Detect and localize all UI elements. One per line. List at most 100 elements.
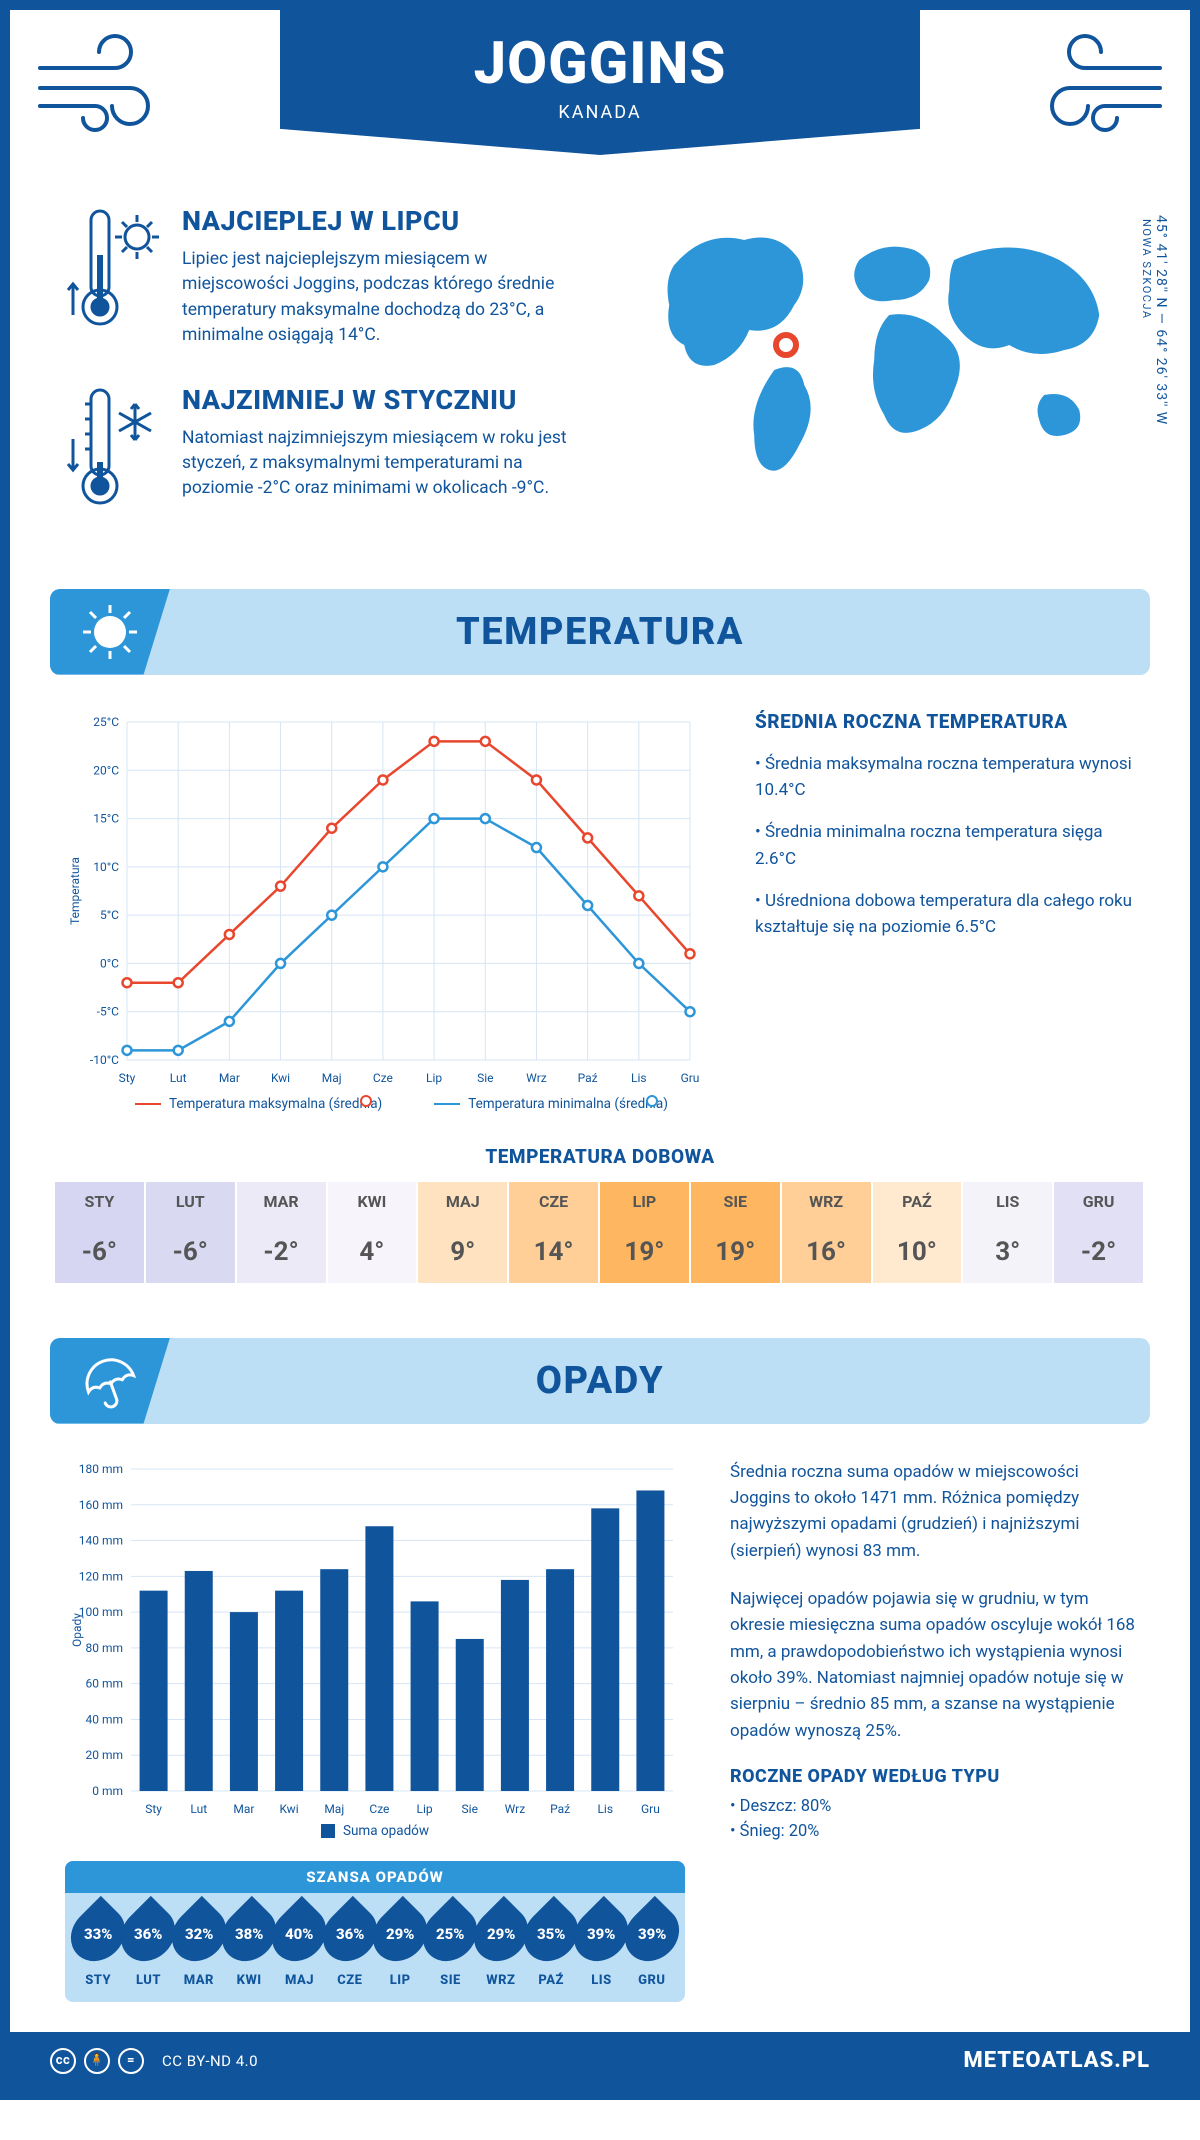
precip-type-bullet: Śnieg: 20% (730, 1822, 1135, 1841)
svg-text:Lis: Lis (597, 1802, 613, 1816)
month-value: -2° (237, 1221, 328, 1283)
svg-text:Sty: Sty (145, 1802, 162, 1816)
svg-text:Gru: Gru (641, 1802, 660, 1816)
drop-month: KWI (224, 1973, 274, 1988)
avg-temp-bullet: • Uśredniona dobowa temperatura dla całe… (755, 888, 1135, 941)
month-value: -6° (55, 1221, 146, 1283)
month-value: 19° (691, 1221, 782, 1283)
svg-text:Kwi: Kwi (280, 1802, 299, 1816)
svg-text:5°C: 5°C (100, 908, 119, 922)
svg-text:Cze: Cze (369, 1802, 389, 1816)
cc-icon: cc (50, 2048, 76, 2074)
fact-warm-title: NAJCIEPLEJ W LIPCU (182, 205, 593, 237)
month-header: PAŹ (873, 1182, 964, 1221)
month-header: SIE (691, 1182, 782, 1221)
precip-type-title: ROCZNE OPADY WEDŁUG TYPU (730, 1766, 1135, 1787)
thermometer-sun-icon (65, 205, 160, 335)
drop-month: LIS (576, 1973, 626, 1988)
svg-text:Maj: Maj (322, 1071, 342, 1085)
world-map: NOWA SZKOCJA 45° 41' 28'' N — 64° 26' 33… (633, 205, 1135, 549)
page-subtitle: KANADA (280, 102, 920, 123)
region-label: NOWA SZKOCJA (1140, 219, 1153, 320)
svg-text:Sie: Sie (462, 1802, 478, 1816)
svg-text:Kwi: Kwi (271, 1071, 290, 1085)
wind-deco-right (1015, 28, 1165, 138)
svg-text:Mar: Mar (219, 1071, 240, 1085)
svg-text:Temperatura: Temperatura (68, 857, 82, 925)
header-banner: JOGGINS KANADA (10, 10, 1190, 180)
footer: cc 🧍 = CC BY-ND 4.0 METEOATLAS.PL (10, 2032, 1190, 2090)
svg-text:Wrz: Wrz (526, 1071, 547, 1085)
precip-legend: Suma opadów (65, 1823, 685, 1839)
svg-text:160 mm: 160 mm (79, 1497, 123, 1511)
svg-text:40 mm: 40 mm (85, 1712, 123, 1726)
svg-text:Wrz: Wrz (505, 1802, 526, 1816)
svg-text:80 mm: 80 mm (85, 1640, 123, 1654)
drop-month: GRU (627, 1973, 677, 1988)
sun-icon (50, 589, 170, 675)
svg-text:Lut: Lut (190, 1802, 207, 1816)
month-header: LUT (146, 1182, 237, 1221)
fact-warmest: NAJCIEPLEJ W LIPCU Lipiec jest najcieple… (65, 205, 593, 349)
drop-month: LUT (123, 1973, 173, 1988)
fact-warm-text: Lipiec jest najcieplejszym miesiącem w m… (182, 247, 593, 349)
drop-month: CZE (325, 1973, 375, 1988)
drop-month: WRZ (476, 1973, 526, 1988)
svg-text:0 mm: 0 mm (92, 1784, 123, 1798)
drop-month: SIE (425, 1973, 475, 1988)
legend-max: Temperatura maksymalna (średnia) (135, 1096, 394, 1112)
svg-text:15°C: 15°C (93, 811, 119, 825)
month-header: MAR (237, 1182, 328, 1221)
svg-text:-10°C: -10°C (90, 1053, 119, 1067)
month-header: LIP (600, 1182, 691, 1221)
month-header: MAJ (418, 1182, 509, 1221)
svg-text:Lut: Lut (170, 1071, 187, 1085)
svg-text:Lip: Lip (417, 1802, 433, 1816)
svg-text:Mar: Mar (233, 1802, 254, 1816)
chance-title: SZANSA OPADÓW (65, 1861, 685, 1893)
month-value: 3° (963, 1221, 1054, 1283)
svg-text:-5°C: -5°C (97, 1004, 120, 1018)
drop-month: PAŹ (526, 1973, 576, 1988)
svg-text:10°C: 10°C (93, 859, 119, 873)
fact-coldest: NAJZIMNIEJ W STYCZNIU Natomiast najzimni… (65, 384, 593, 514)
drop-month: LIP (375, 1973, 425, 1988)
svg-text:25°C: 25°C (93, 715, 119, 729)
precip-para2: Najwięcej opadów pojawia się w grudniu, … (730, 1586, 1135, 1744)
month-value: 14° (509, 1221, 600, 1283)
month-value: -6° (146, 1221, 237, 1283)
daily-temp-title: TEMPERATURA DOBOWA (10, 1145, 1190, 1168)
month-value: 4° (328, 1221, 419, 1283)
precip-chance-strip: SZANSA OPADÓW 33% STY36% LUT32% MAR38% K… (65, 1861, 685, 2002)
daily-temp-strip: STYLUTMARKWIMAJCZELIPSIEWRZPAŹLISGRU-6°-… (55, 1182, 1145, 1283)
section-header-precip: OPADY (50, 1338, 1150, 1424)
svg-text:60 mm: 60 mm (85, 1676, 123, 1690)
precip-type-bullet: Deszcz: 80% (730, 1797, 1135, 1816)
month-value: 9° (418, 1221, 509, 1283)
by-icon: 🧍 (84, 2048, 110, 2074)
svg-text:Sty: Sty (119, 1071, 136, 1085)
svg-text:180 mm: 180 mm (79, 1462, 123, 1476)
month-header: GRU (1054, 1182, 1145, 1221)
month-value: 19° (600, 1221, 691, 1283)
svg-text:Gru: Gru (681, 1071, 700, 1085)
month-header: WRZ (782, 1182, 873, 1221)
precip-para1: Średnia roczna suma opadów w miejscowośc… (730, 1459, 1135, 1564)
svg-text:Sie: Sie (477, 1071, 493, 1085)
coordinates: 45° 41' 28'' N — 64° 26' 33'' W (1153, 215, 1169, 425)
fact-cold-text: Natomiast najzimniejszym miesiącem w rok… (182, 426, 593, 502)
brand: METEOATLAS.PL (963, 2048, 1150, 2073)
svg-text:140 mm: 140 mm (79, 1533, 123, 1547)
license-text: CC BY-ND 4.0 (162, 2052, 258, 2070)
avg-temp-bullet: • Średnia minimalna roczna temperatura s… (755, 819, 1135, 872)
temperature-line-chart: -10°C-5°C0°C5°C10°C15°C20°C25°CStyLutMar… (65, 710, 705, 1090)
svg-text:20 mm: 20 mm (85, 1748, 123, 1762)
umbrella-icon (50, 1338, 170, 1424)
svg-text:Paź: Paź (578, 1071, 598, 1085)
avg-temp-title: ŚREDNIA ROCZNA TEMPERATURA (755, 710, 1135, 733)
nd-icon: = (118, 2048, 144, 2074)
precip-heading: OPADY (536, 1359, 664, 1403)
month-header: STY (55, 1182, 146, 1221)
month-value: 10° (873, 1221, 964, 1283)
drop-month: STY (73, 1973, 123, 1988)
